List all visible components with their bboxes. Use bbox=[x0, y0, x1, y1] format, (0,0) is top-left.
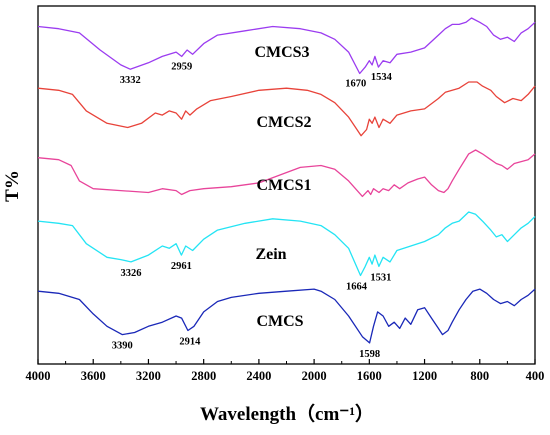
series-label-zein: Zein bbox=[255, 246, 286, 263]
x-axis-title: Wavelength（cm⁻¹） bbox=[200, 402, 374, 425]
series-line-cmcs bbox=[37, 288, 536, 344]
peak-label-1531: 1531 bbox=[370, 272, 391, 283]
peak-label-3326: 3326 bbox=[121, 268, 142, 279]
peak-label-3390: 3390 bbox=[112, 341, 133, 352]
series-line-cmcs1 bbox=[37, 149, 536, 198]
x-tick-label-4000: 4000 bbox=[26, 369, 51, 383]
series-label-cmcs3: CMCS3 bbox=[254, 44, 309, 61]
x-tick-label-3600: 3600 bbox=[81, 369, 106, 383]
x-tick-label-2400: 2400 bbox=[246, 369, 271, 383]
series-line-zein bbox=[37, 211, 536, 277]
x-tick-label-2800: 2800 bbox=[191, 369, 216, 383]
peak-label-1534: 1534 bbox=[371, 72, 393, 83]
x-axis: 4000 3600 3200 2800 2400 2000 1600 1200 800 400 bbox=[26, 359, 545, 383]
x-tick-label-1200: 1200 bbox=[412, 369, 437, 383]
label-layer: CMCS3 CMCS2 CMCS1 Zein CMCS 3332 2959 1670 1534 3… bbox=[112, 44, 393, 360]
series-label-cmcs1: CMCS1 bbox=[256, 177, 311, 194]
peak-label-2961: 2961 bbox=[171, 261, 192, 272]
series-label-cmcs2: CMCS2 bbox=[256, 114, 311, 131]
y-axis-title: T% bbox=[2, 170, 23, 202]
series-label-cmcs: CMCS bbox=[256, 313, 303, 330]
series-layer bbox=[37, 17, 536, 344]
series-line-cmcs3 bbox=[37, 17, 536, 75]
peak-label-1598: 1598 bbox=[359, 349, 380, 360]
peak-label-3332: 3332 bbox=[120, 75, 141, 86]
x-tick-label-400: 400 bbox=[526, 369, 545, 383]
x-tick-label-2000: 2000 bbox=[302, 369, 327, 383]
x-tick-label-1600: 1600 bbox=[357, 369, 382, 383]
peak-label-1670: 1670 bbox=[345, 79, 366, 90]
peak-label-2914: 2914 bbox=[179, 337, 201, 348]
x-tick-label-800: 800 bbox=[470, 369, 489, 383]
series-line-cmcs2 bbox=[37, 81, 536, 137]
peak-label-1664: 1664 bbox=[346, 282, 368, 293]
x-tick-label-3200: 3200 bbox=[136, 369, 161, 383]
peak-label-2959: 2959 bbox=[171, 61, 192, 72]
